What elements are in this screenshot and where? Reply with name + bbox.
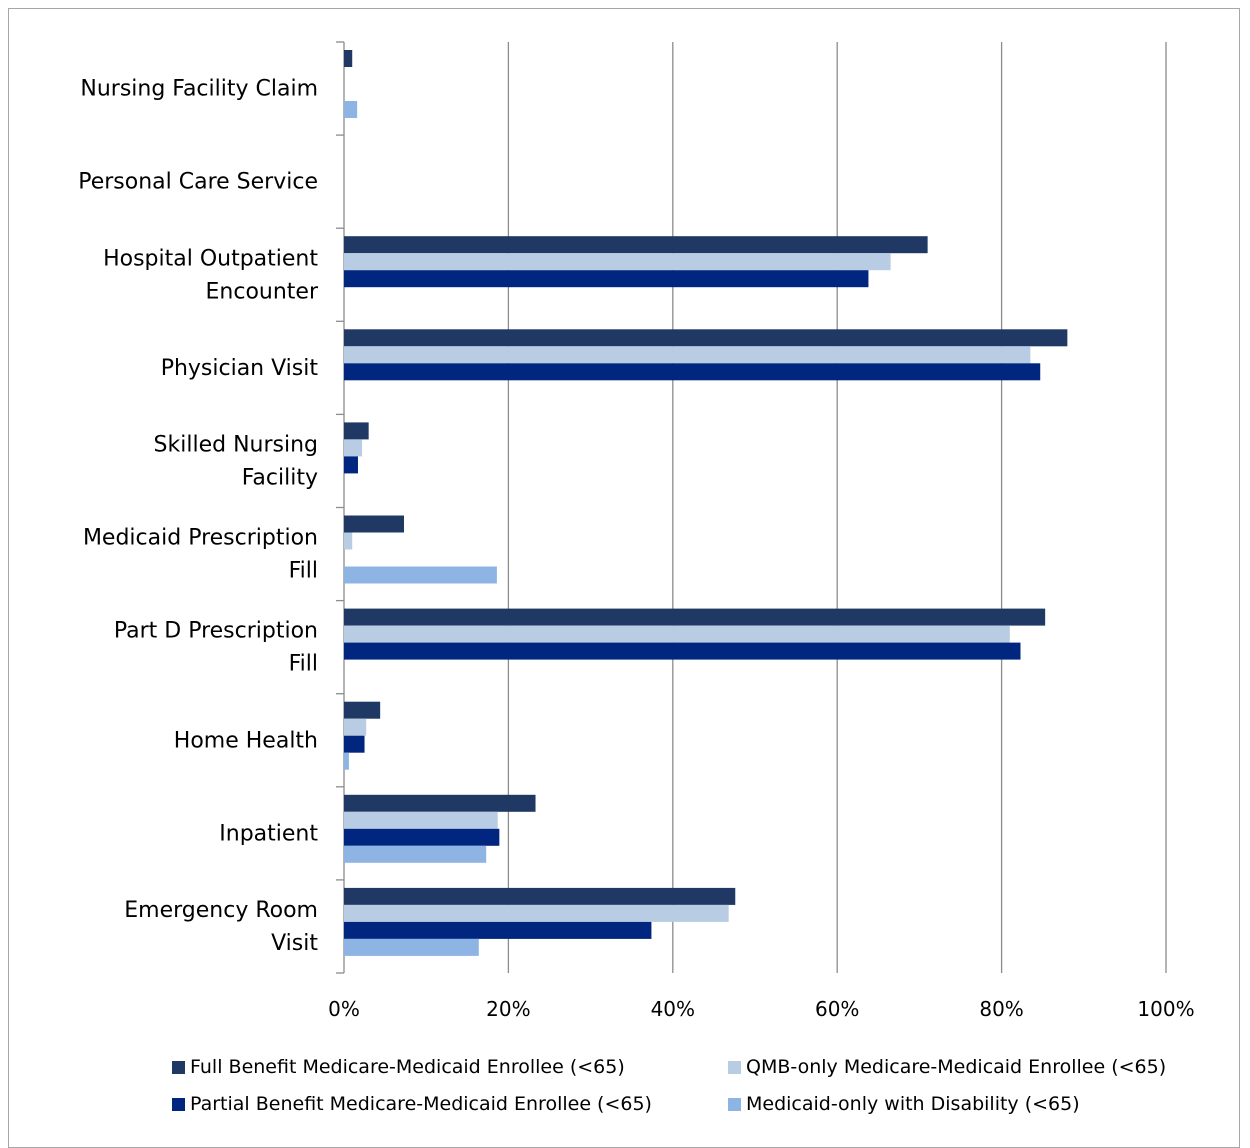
bar-7-series-1	[344, 718, 367, 736]
bar-6-series-2	[344, 642, 1021, 660]
bar-5-series-3	[344, 566, 497, 584]
bar-5-series-0	[344, 515, 405, 533]
bar-7-series-0	[344, 701, 381, 719]
category-label-1: Personal Care Service	[78, 170, 318, 195]
bar-4-series-1	[344, 439, 363, 457]
bar-2-series-1	[344, 253, 891, 271]
bar-3-series-1	[344, 346, 1031, 364]
category-label-4: Skilled Nursing Facility	[154, 432, 318, 490]
x-tick-label-3: 60%	[815, 997, 859, 1021]
bar-8-series-2	[344, 828, 500, 846]
bar-9-series-3	[344, 938, 479, 956]
bar-9-series-1	[344, 904, 729, 922]
category-label-3: Physician Visit	[161, 356, 319, 381]
bar-0-series-0	[344, 50, 353, 67]
x-tick-label-2: 40%	[651, 997, 695, 1021]
x-tick-label-1: 20%	[486, 997, 530, 1021]
category-label-7: Home Health	[174, 728, 318, 753]
bar-4-series-0	[344, 422, 369, 440]
bar-9-series-2	[344, 921, 652, 939]
bar-8-series-3	[344, 845, 487, 863]
bar-8-series-0	[344, 794, 536, 812]
x-tick-label-4: 80%	[979, 997, 1023, 1021]
bar-2-series-2	[344, 270, 869, 288]
x-tick-label-5: 100%	[1137, 997, 1194, 1021]
category-label-8: Inpatient	[219, 821, 318, 846]
bar-6-series-0	[344, 608, 1046, 626]
category-label-6: Part D Prescription Fill	[114, 619, 318, 677]
x-tick-label-0: 0%	[328, 997, 360, 1021]
bar-2-series-0	[344, 236, 928, 254]
bar-4-series-2	[344, 456, 358, 474]
bar-3-series-0	[344, 329, 1068, 347]
bar-3-series-2	[344, 363, 1041, 381]
bar-7-series-3	[344, 752, 349, 770]
category-label-9: Emergency Room Visit	[124, 898, 318, 956]
category-label-2: Hospital Outpatient Encounter	[103, 246, 319, 304]
bar-6-series-1	[344, 625, 1010, 643]
bar-8-series-1	[344, 811, 498, 829]
category-label-5: Medicaid Prescription Fill	[83, 526, 318, 584]
bar-5-series-1	[344, 532, 353, 550]
bar-9-series-0	[344, 887, 736, 905]
bar-7-series-2	[344, 735, 365, 753]
category-label-0: Nursing Facility Claim	[80, 77, 318, 102]
bar-0-series-3	[344, 101, 358, 118]
